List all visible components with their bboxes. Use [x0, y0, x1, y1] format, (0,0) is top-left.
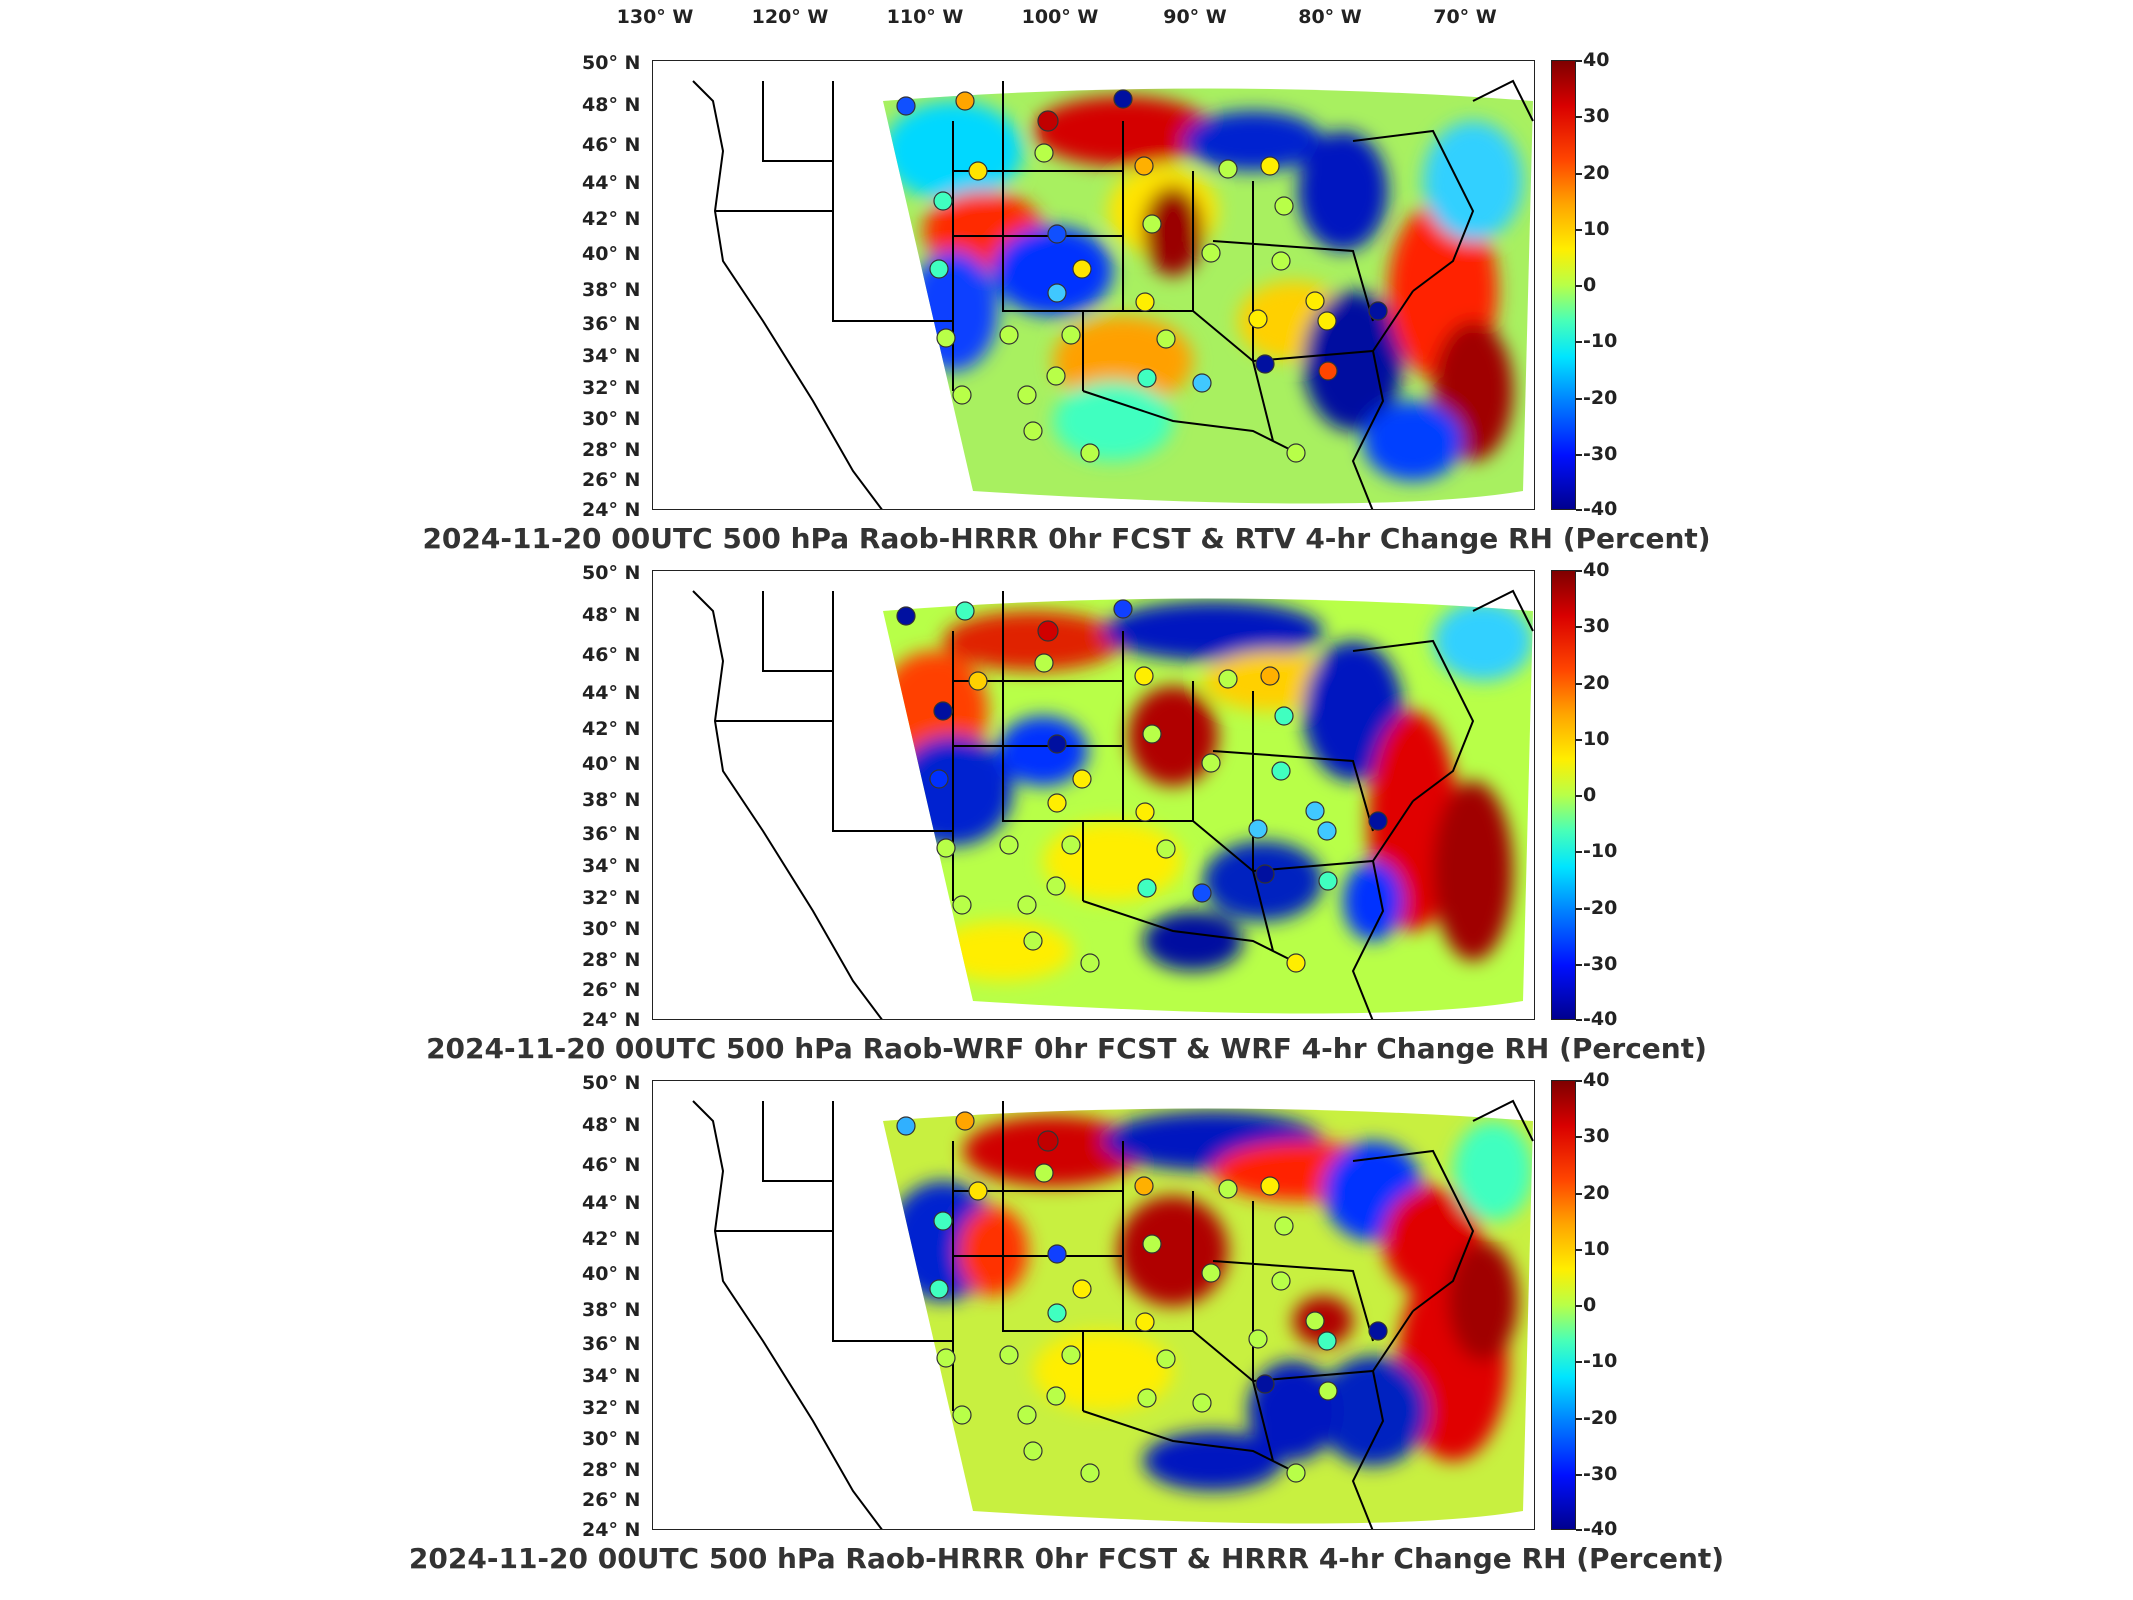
- colorbar-tick: 40: [1583, 49, 1610, 71]
- colorbar-tick: 10: [1583, 218, 1610, 240]
- colorbar-tick: 20: [1583, 162, 1610, 184]
- lat-label: 46° N: [582, 644, 641, 666]
- lat-label: 26° N: [582, 469, 641, 491]
- lat-label: 28° N: [582, 439, 641, 461]
- lat-label: 38° N: [582, 1299, 641, 1321]
- lat-label: 36° N: [582, 1333, 641, 1355]
- lat-label: 46° N: [582, 134, 641, 156]
- colorbar-tick: -10: [1583, 1350, 1618, 1372]
- colorbar-tick: 40: [1583, 1069, 1610, 1091]
- colorbar-tick: -20: [1583, 897, 1618, 919]
- lat-label: 50° N: [582, 1072, 641, 1094]
- colorbar-tick: 30: [1583, 615, 1610, 637]
- lat-label: 50° N: [582, 52, 641, 74]
- longitude-axis: 130° W 120° W 110° W 100° W 90° W 80° W …: [0, 6, 2133, 36]
- lat-label: 32° N: [582, 887, 641, 909]
- lat-label: 48° N: [582, 604, 641, 626]
- lat-label: 44° N: [582, 1192, 641, 1214]
- colorbar-tick: 10: [1583, 1238, 1610, 1260]
- lon-label: 100° W: [1021, 6, 1099, 28]
- lat-label: 48° N: [582, 1114, 641, 1136]
- lat-label: 24° N: [582, 1009, 641, 1031]
- colorbar: [1551, 1080, 1576, 1530]
- lat-label: 24° N: [582, 499, 641, 521]
- lon-label: 120° W: [751, 6, 829, 28]
- colorbar-tick: 40: [1583, 559, 1610, 581]
- lat-label: 44° N: [582, 682, 641, 704]
- lon-label: 90° W: [1163, 6, 1227, 28]
- lon-label: 110° W: [886, 6, 964, 28]
- colorbar-tick: 30: [1583, 1125, 1610, 1147]
- rh-change-map: [652, 1080, 1535, 1530]
- lat-label: 36° N: [582, 823, 641, 845]
- lat-label: 32° N: [582, 377, 641, 399]
- rh-change-map: [652, 60, 1535, 510]
- map-panel-wrf: 50° N 48° N 46° N 44° N 42° N 40° N 38° …: [0, 510, 2133, 1070]
- colorbar-tick: 20: [1583, 672, 1610, 694]
- lat-label: 46° N: [582, 1154, 641, 1176]
- lat-label: 42° N: [582, 1228, 641, 1250]
- lat-label: 32° N: [582, 1397, 641, 1419]
- colorbar: [1551, 570, 1576, 1020]
- colorbar-tick: 0: [1583, 784, 1597, 806]
- colorbar-tick: 30: [1583, 105, 1610, 127]
- lat-label: 38° N: [582, 789, 641, 811]
- panel-title: 2024-11-20 00UTC 500 hPa Raob-HRRR 0hr F…: [408, 1542, 1725, 1575]
- lat-label: 38° N: [582, 279, 641, 301]
- colorbar-tick: -20: [1583, 387, 1618, 409]
- lat-label: 34° N: [582, 1365, 641, 1387]
- lat-label: 40° N: [582, 1263, 641, 1285]
- colorbar-tick: -30: [1583, 1463, 1618, 1485]
- colorbar-tick: -40: [1583, 498, 1618, 520]
- lat-label: 36° N: [582, 313, 641, 335]
- panel-title: 2024-11-20 00UTC 500 hPa Raob-WRF 0hr FC…: [426, 1032, 1707, 1065]
- lat-label: 30° N: [582, 408, 641, 430]
- colorbar-tick: -30: [1583, 443, 1618, 465]
- panel-title: 2024-11-20 00UTC 500 hPa Raob-HRRR 0hr F…: [422, 522, 1711, 555]
- rh-change-map: [652, 570, 1535, 1020]
- lat-label: 40° N: [582, 753, 641, 775]
- lat-label: 30° N: [582, 918, 641, 940]
- colorbar: [1551, 60, 1576, 510]
- lat-label: 44° N: [582, 172, 641, 194]
- colorbar-tick: -10: [1583, 840, 1618, 862]
- colorbar-tick: -40: [1583, 1008, 1618, 1030]
- map-panel-rtv: 50° N 48° N 46° N 44° N 42° N 40° N 38° …: [0, 0, 2133, 560]
- colorbar-tick: -30: [1583, 953, 1618, 975]
- colorbar-tick: 0: [1583, 274, 1597, 296]
- map-panel-hrrr: 50° N 48° N 46° N 44° N 42° N 40° N 38° …: [0, 1020, 2133, 1600]
- lat-label: 40° N: [582, 243, 641, 265]
- lat-label: 34° N: [582, 345, 641, 367]
- lat-label: 42° N: [582, 208, 641, 230]
- lat-label: 24° N: [582, 1519, 641, 1541]
- colorbar-tick: 20: [1583, 1182, 1610, 1204]
- colorbar-tick: -10: [1583, 330, 1618, 352]
- lat-label: 30° N: [582, 1428, 641, 1450]
- lat-label: 28° N: [582, 1459, 641, 1481]
- lon-label: 80° W: [1298, 6, 1362, 28]
- lat-label: 26° N: [582, 1489, 641, 1511]
- lat-label: 48° N: [582, 94, 641, 116]
- lat-label: 42° N: [582, 718, 641, 740]
- lat-label: 28° N: [582, 949, 641, 971]
- lat-label: 26° N: [582, 979, 641, 1001]
- lat-label: 34° N: [582, 855, 641, 877]
- colorbar-tick: -20: [1583, 1407, 1618, 1429]
- colorbar-tick: -40: [1583, 1518, 1618, 1540]
- colorbar-tick: 0: [1583, 1294, 1597, 1316]
- lon-label: 130° W: [616, 6, 694, 28]
- colorbar-tick: 10: [1583, 728, 1610, 750]
- lon-label: 70° W: [1433, 6, 1497, 28]
- lat-label: 50° N: [582, 562, 641, 584]
